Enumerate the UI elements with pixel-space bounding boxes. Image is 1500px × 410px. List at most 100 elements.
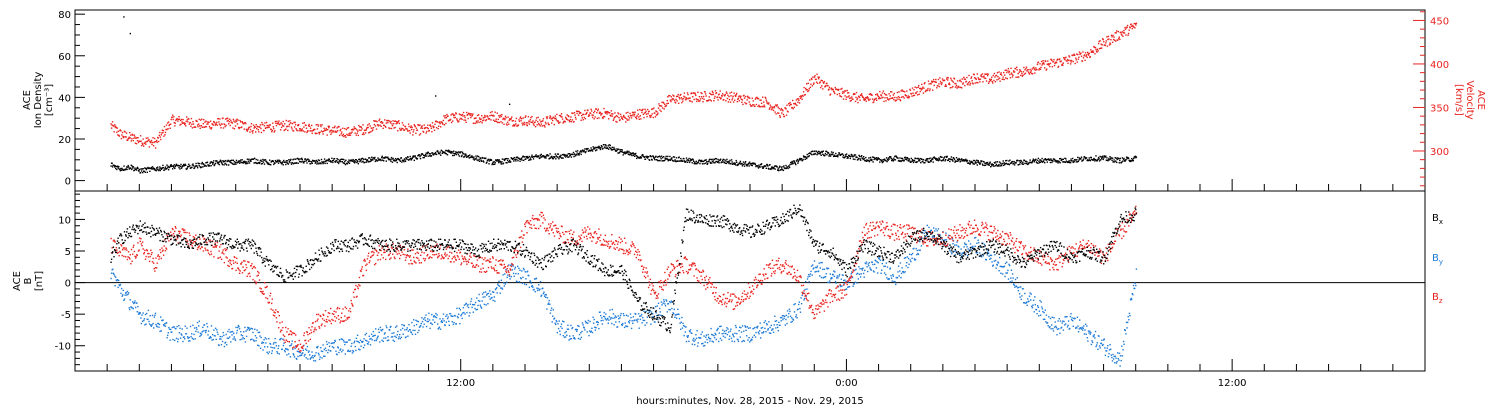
velocity-series-point [927, 80, 930, 82]
density-series-point [673, 160, 675, 162]
density-series-point [750, 163, 752, 165]
velocity-series-point [351, 131, 353, 133]
density-series-point [594, 148, 596, 150]
density-series-point [513, 156, 516, 159]
density-series-point [444, 152, 447, 155]
density-series-point [607, 145, 609, 147]
velocity-series-point [823, 82, 825, 84]
density-series-point [572, 151, 575, 154]
density-series-point [542, 155, 545, 157]
velocity-series-point [611, 113, 613, 115]
density-series-point [447, 150, 449, 153]
by-series-point [331, 346, 334, 348]
by-series-point [449, 313, 452, 315]
velocity-series-point [431, 131, 433, 133]
density-series-point [490, 159, 493, 161]
density-series-point [957, 159, 960, 161]
by-series-point [376, 338, 378, 340]
velocity-series-point [332, 126, 334, 129]
velocity-series-point [1068, 55, 1070, 57]
velocity-series-point [805, 87, 807, 90]
velocity-series-point [974, 77, 976, 79]
by-series-point [375, 328, 377, 330]
velocity-series-point [836, 88, 838, 91]
density-series-point [399, 160, 401, 162]
density-series-point [976, 164, 978, 166]
by-series-point [358, 348, 360, 350]
by-series-point [533, 278, 536, 280]
density-series-point [314, 162, 316, 164]
by-series-point [445, 315, 447, 317]
velocity-series-point [460, 114, 463, 116]
by-series-point [367, 343, 369, 345]
velocity-series-point [866, 96, 869, 98]
velocity-series-point [180, 118, 183, 121]
density-series-point [1070, 158, 1072, 160]
density-series-point [120, 167, 122, 170]
density-series-point [348, 162, 351, 164]
by-series-point [394, 335, 396, 337]
velocity-series-point [629, 112, 631, 115]
density-series-point [646, 155, 648, 158]
by-series-point [394, 326, 397, 328]
by-series-point [598, 327, 600, 330]
density-series-point [110, 165, 112, 167]
density-series-point [503, 159, 506, 162]
by-series-point [184, 325, 186, 327]
velocity-series-point [325, 129, 327, 131]
density-series-point [577, 154, 579, 156]
density-series-point [686, 159, 688, 161]
velocity-series-point [1093, 46, 1096, 49]
velocity-series-point [126, 139, 129, 141]
velocity-series-point [858, 96, 861, 99]
velocity-series-point [413, 129, 415, 131]
velocity-series-point [660, 110, 662, 113]
velocity-series-point [729, 92, 731, 94]
density-series-point [653, 157, 655, 160]
by-series-point [380, 330, 383, 332]
by-series-point [487, 292, 490, 295]
density-series-point [1013, 164, 1016, 166]
density-series-point [205, 165, 208, 167]
density-series-point [689, 160, 691, 162]
velocity-series-point [993, 72, 996, 75]
velocity-series-point [392, 123, 395, 125]
density-series-point [824, 153, 827, 155]
by-series-point [235, 326, 237, 329]
density-series-point [227, 159, 229, 162]
velocity-series-point [125, 136, 127, 138]
velocity-series-point [1098, 47, 1101, 50]
by-series-point [371, 339, 373, 341]
velocity-series-point [1069, 59, 1071, 62]
by-series-point [115, 276, 117, 278]
velocity-axis-label: ACE Velocity [km/s] [1453, 80, 1486, 119]
by-series-point [369, 344, 372, 346]
velocity-series-point [249, 131, 251, 133]
velocity-series-point [700, 96, 703, 98]
density-series-point [1055, 160, 1058, 162]
density-series-point [327, 159, 329, 161]
velocity-series-point [792, 99, 794, 102]
velocity-series-point [255, 124, 257, 126]
velocity-series-point [452, 120, 454, 122]
velocity-series-point [865, 96, 867, 99]
velocity-series-point [216, 124, 218, 126]
density-series-point [309, 163, 312, 165]
velocity-series-point [479, 118, 481, 120]
velocity-series-point [528, 123, 531, 125]
velocity-series-point [815, 81, 818, 83]
velocity-series-point [735, 95, 737, 97]
velocity-series-point [1035, 67, 1037, 69]
density-series-point [808, 152, 810, 155]
density-series-point [405, 157, 408, 160]
by-series-point [544, 293, 546, 296]
density-series-point [476, 155, 479, 157]
velocity-series-point [580, 119, 582, 121]
by-series-point [348, 339, 350, 341]
velocity-series-point [952, 81, 955, 83]
velocity-series-point [775, 113, 777, 115]
density-series-point [442, 151, 444, 153]
velocity-series-point [768, 102, 770, 104]
velocity-series-point [808, 87, 810, 90]
density-series-point [628, 154, 631, 156]
